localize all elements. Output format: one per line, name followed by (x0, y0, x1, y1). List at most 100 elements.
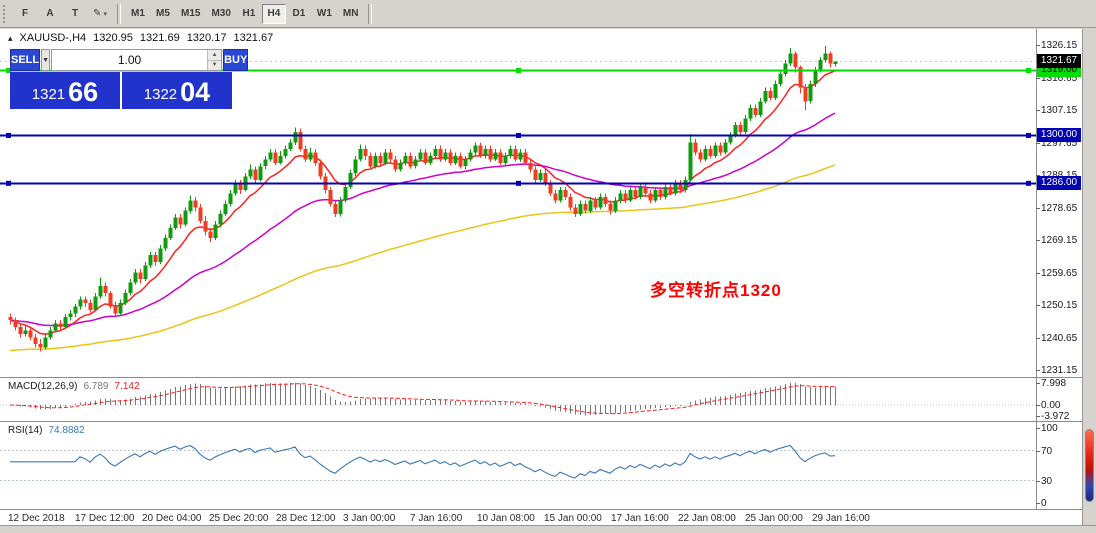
time-label: 17 Dec 12:00 (75, 513, 135, 524)
sell-button[interactable]: SELL (10, 49, 41, 71)
hline-1286-handle[interactable] (516, 180, 521, 186)
drawing-tools-group: F A T ✎ ▾ (13, 4, 112, 24)
time-label: 22 Jan 08:00 (678, 513, 736, 524)
volume-field: ▲ ▼ (51, 49, 223, 71)
price-level-badge-1286: 1286.00 (1037, 176, 1081, 191)
buy-button[interactable]: BUY (223, 49, 249, 71)
buy-price-pips: 04 (180, 77, 211, 107)
pane-divider[interactable] (0, 377, 1096, 378)
rsi-label: RSI(14) 74.8882 (8, 425, 85, 436)
chart-window: ▴ XAUUSD-,H4 1320.95 1321.69 1320.17 132… (0, 29, 1096, 533)
hline-1300-handle[interactable] (6, 132, 11, 138)
time-label: 3 Jan 00:00 (343, 513, 396, 524)
price-axis-divider (1036, 29, 1037, 510)
buy-price-display[interactable]: 1322 04 (122, 72, 232, 109)
timeframe-button-m5[interactable]: M5 (156, 8, 170, 19)
price-tick-label: 1231.15 (1035, 365, 1078, 376)
macd-signal-value: 7.142 (114, 381, 140, 392)
bottom-edge (0, 525, 1096, 533)
time-axis[interactable]: 12 Dec 2018 17 Dec 12:00 20 Dec 04:00 25 De… (0, 510, 1036, 525)
macd-name: MACD(12,26,9) (8, 381, 78, 392)
time-label: 10 Jan 08:00 (477, 513, 535, 524)
ma-10-line (9, 70, 836, 335)
toolbar-separator-2 (368, 3, 373, 24)
time-label: 20 Dec 04:00 (142, 513, 202, 524)
timeframe-button-w1[interactable]: W1 (316, 8, 332, 19)
volume-up-button[interactable]: ▲ (208, 50, 222, 61)
time-label: 17 Jan 16:00 (611, 513, 669, 524)
volume-input[interactable] (52, 50, 208, 70)
hline-1319-handle[interactable] (516, 67, 521, 73)
hline-1286-handle[interactable] (1026, 180, 1031, 186)
text-tool-button[interactable]: T (71, 8, 79, 19)
time-label: 15 Jan 00:00 (544, 513, 602, 524)
chart-annotation-text[interactable]: 多空转折点1320 (650, 281, 782, 300)
rsi-name: RSI(14) (8, 425, 43, 436)
time-label: 25 Jan 00:00 (745, 513, 803, 524)
rsi-indicator-pane[interactable] (0, 422, 1036, 509)
price-tick-label: 1240.65 (1035, 332, 1078, 344)
open-value: 1320.95 (93, 32, 133, 44)
arrow-tool-button[interactable]: A (46, 8, 54, 19)
current-price-badge: 1321.67 (1037, 54, 1081, 69)
ohlc-info-bar: ▴ XAUUSD-,H4 1320.95 1321.69 1320.17 132… (8, 32, 273, 44)
price-tick-label: 1297.65 (1035, 137, 1078, 149)
macd-main-value: 6.789 (83, 381, 109, 392)
timeframe-button-mn[interactable]: MN (342, 8, 359, 19)
draw-tool-button[interactable]: ✎ ▾ (93, 8, 107, 19)
macd-scale-label: 0.00 (1035, 400, 1061, 412)
hline-1286-handle[interactable] (6, 180, 11, 186)
timeframe-button-m1[interactable]: M1 (131, 8, 145, 19)
toolbar-separator (117, 3, 121, 24)
time-label: 29 Jan 16:00 (812, 513, 870, 524)
time-label: 25 Dec 20:00 (209, 513, 269, 524)
rsi-scale-label: 100 (1036, 423, 1058, 434)
timeframe-button-h1[interactable]: H1 (242, 8, 256, 19)
close-value: 1321.67 (233, 32, 274, 44)
low-value: 1320.17 (186, 32, 227, 44)
price-tick-label: 1326.15 (1035, 40, 1078, 51)
toolbar: F A T ✎ ▾ M1 M5 M15 M30 H1 H4 D1 W1 MN (0, 0, 1096, 28)
price-tick-label: 1307.15 (1035, 105, 1078, 116)
timeframe-buttons-group: M1 M5 M15 M30 H1 H4 D1 W1 MN (126, 3, 363, 24)
timeframe-button-m30[interactable]: M30 (211, 8, 231, 19)
sell-price-display[interactable]: 1321 66 (10, 72, 120, 109)
hline-1300-handle[interactable] (1026, 132, 1031, 138)
timeframe-button-h4[interactable]: H4 (261, 3, 286, 24)
macd-histogram (15, 383, 836, 416)
rsi-scale-label: 70 (1035, 445, 1053, 457)
price-tick-label: 1316.65 (1035, 72, 1078, 84)
price-tick-label: 1288.15 (1035, 170, 1077, 181)
price-tick-label: 1269.15 (1035, 235, 1078, 246)
one-click-trading-panel: SELL ▼ ▲ ▼ BUY 1321 66 1322 (10, 49, 249, 109)
macd-signal-line (9, 383, 836, 415)
high-value: 1321.69 (139, 32, 180, 44)
sell-price-main: 1321 (31, 86, 66, 103)
macd-label: MACD(12,26,9) 6.789 7.142 (8, 381, 140, 392)
volume-spinner: ▲ ▼ (207, 50, 222, 70)
candles (8, 45, 838, 352)
pane-divider[interactable] (0, 421, 1096, 422)
chart-marker-icon: ▴ (8, 32, 13, 43)
price-axis[interactable]: 1326.15 1316.65 1307.15 1297.65 1288.15 1278.… (1035, 29, 1082, 510)
hline-1300-handle[interactable] (516, 132, 521, 138)
pane-divider[interactable] (0, 509, 1096, 510)
ma-120-line (9, 164, 836, 352)
time-label: 12 Dec 2018 (8, 513, 65, 524)
right-side-panel (1082, 29, 1096, 525)
price-tick-label: 1250.15 (1035, 300, 1078, 311)
timeframe-button-d1[interactable]: D1 (292, 8, 306, 19)
symbol-period-label: XAUUSD-,H4 (19, 32, 87, 44)
file-tool-button[interactable]: F (21, 8, 29, 19)
order-type-dropdown[interactable]: ▼ (41, 49, 51, 71)
macd-indicator-pane[interactable] (0, 378, 1036, 421)
hline-1319-handle[interactable] (6, 67, 11, 73)
rsi-value: 74.8882 (48, 425, 85, 436)
rsi-line (10, 444, 836, 479)
price-tick-label: 1278.65 (1035, 202, 1078, 214)
timeframe-button-m15[interactable]: M15 (181, 8, 201, 19)
toolbar-grip[interactable] (3, 4, 10, 23)
hline-1319-handle[interactable] (1026, 67, 1031, 73)
volume-down-button[interactable]: ▼ (208, 60, 222, 70)
price-chart-pane[interactable] (0, 29, 1036, 378)
